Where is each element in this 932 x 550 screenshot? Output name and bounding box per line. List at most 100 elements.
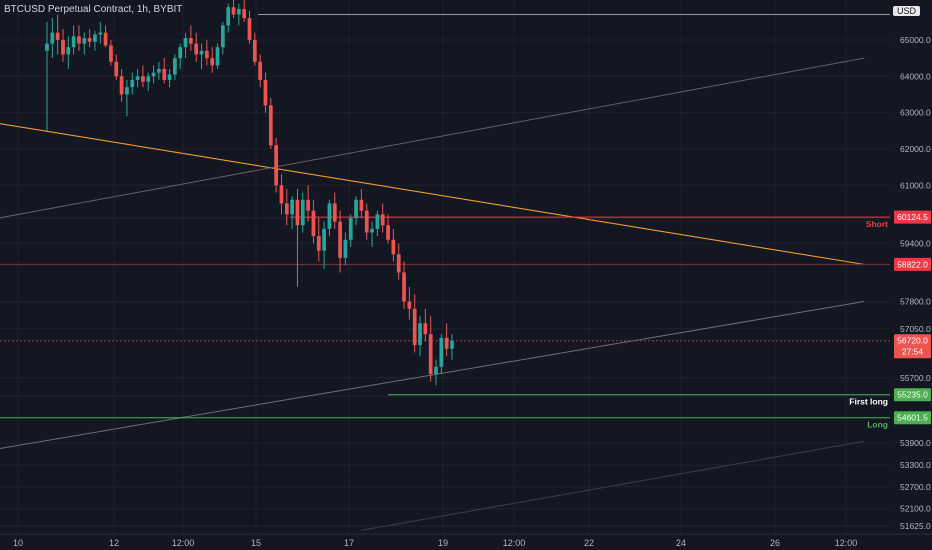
candle — [236, 3, 241, 26]
candle-body — [306, 199, 310, 211]
level-labels: 60124.5 Short 58822.0 56720.027:54 55235.0 Fi… — [849, 210, 931, 430]
candle-body — [332, 203, 337, 222]
price-badge-text: 56720.0 — [897, 336, 928, 346]
candle-body — [162, 69, 167, 80]
time-tick-label: 12:00 — [835, 538, 858, 548]
candle — [268, 98, 273, 149]
candle — [226, 3, 231, 33]
candle — [402, 261, 406, 309]
candle-body — [77, 36, 81, 44]
candles — [45, 0, 454, 386]
price-badge — [894, 257, 931, 271]
candle-body — [418, 323, 422, 346]
candle-body — [370, 228, 374, 233]
candle — [61, 29, 65, 62]
price-badge — [894, 411, 931, 425]
candle-body — [215, 47, 220, 66]
horizontal-levels — [0, 14, 890, 419]
candle-body — [173, 58, 177, 75]
price-tick-label: 64000.0 — [900, 71, 931, 81]
candle-body — [242, 9, 247, 19]
trendline-gray — [361, 440, 865, 531]
candle — [359, 188, 364, 218]
time-tick-label: 24 — [676, 538, 686, 548]
candle — [215, 43, 220, 70]
price-tick-label: 59400.0 — [900, 238, 931, 248]
candle — [220, 21, 225, 55]
candle-body — [199, 50, 204, 55]
candle — [189, 25, 193, 51]
candle-body — [450, 340, 454, 349]
candle-body — [45, 43, 49, 51]
currency-badge[interactable]: USD — [893, 6, 921, 16]
candle — [242, 0, 247, 22]
candle-body — [114, 61, 119, 77]
candle — [322, 221, 326, 269]
time-tick-label: 12:00 — [503, 538, 526, 548]
candle — [396, 243, 401, 280]
level-label-first-long: First long — [849, 397, 888, 407]
time-tick-label: 12 — [109, 538, 119, 548]
level-label-short: Short — [866, 219, 888, 229]
candle-body — [434, 366, 438, 375]
candle — [157, 61, 161, 80]
candle-body — [220, 25, 225, 48]
price-tick-label: 51625.0 — [900, 521, 931, 531]
candle-body — [375, 214, 380, 229]
candle — [284, 188, 289, 226]
candle — [114, 54, 119, 80]
candle — [162, 58, 167, 84]
candle — [194, 32, 199, 62]
price-tick-label: 65000.0 — [900, 35, 931, 45]
candle-body — [226, 7, 231, 26]
candle — [135, 69, 140, 88]
candle — [428, 316, 433, 382]
candle-body — [322, 228, 326, 251]
candle-body — [407, 301, 412, 309]
candle — [316, 217, 321, 262]
candle — [109, 39, 113, 66]
candle-body — [178, 47, 183, 59]
candle — [391, 228, 396, 262]
price-tick-label: 52100.0 — [900, 504, 931, 514]
candle — [87, 29, 92, 48]
price-badge — [894, 388, 931, 402]
candle-body — [151, 72, 156, 77]
candle — [178, 43, 183, 70]
candle — [370, 221, 374, 248]
candle — [364, 203, 369, 240]
candle-body — [364, 210, 369, 233]
price-badge-text: 55235.0 — [897, 390, 928, 400]
candle — [183, 32, 188, 59]
time-tick-label: 12:00 — [172, 538, 195, 548]
candle-body — [444, 337, 449, 349]
candle-body — [258, 61, 263, 80]
price-tick-label: 55700.0 — [900, 373, 931, 383]
candle-body — [343, 239, 348, 258]
candle-body — [284, 203, 289, 215]
candle — [338, 210, 342, 273]
candle-body — [61, 39, 65, 55]
candle — [290, 196, 294, 229]
candle-body — [391, 239, 396, 255]
candle-body — [274, 145, 279, 186]
candle-body — [146, 76, 151, 82]
trendline-orange — [0, 123, 865, 265]
candle-body — [109, 45, 113, 62]
candle-body — [210, 58, 215, 66]
price-tick-label: 53300.0 — [900, 460, 931, 470]
candle — [130, 72, 135, 95]
candle — [418, 316, 422, 356]
price-badge — [894, 210, 931, 224]
candle — [348, 214, 353, 248]
countdown-text: 27:54 — [902, 347, 924, 357]
candle — [407, 286, 412, 320]
candle — [125, 79, 129, 117]
candle-body — [247, 18, 252, 40]
grid — [0, 0, 890, 534]
time-tick-label: 22 — [584, 538, 594, 548]
candle — [167, 69, 172, 88]
candle-body — [183, 38, 188, 48]
